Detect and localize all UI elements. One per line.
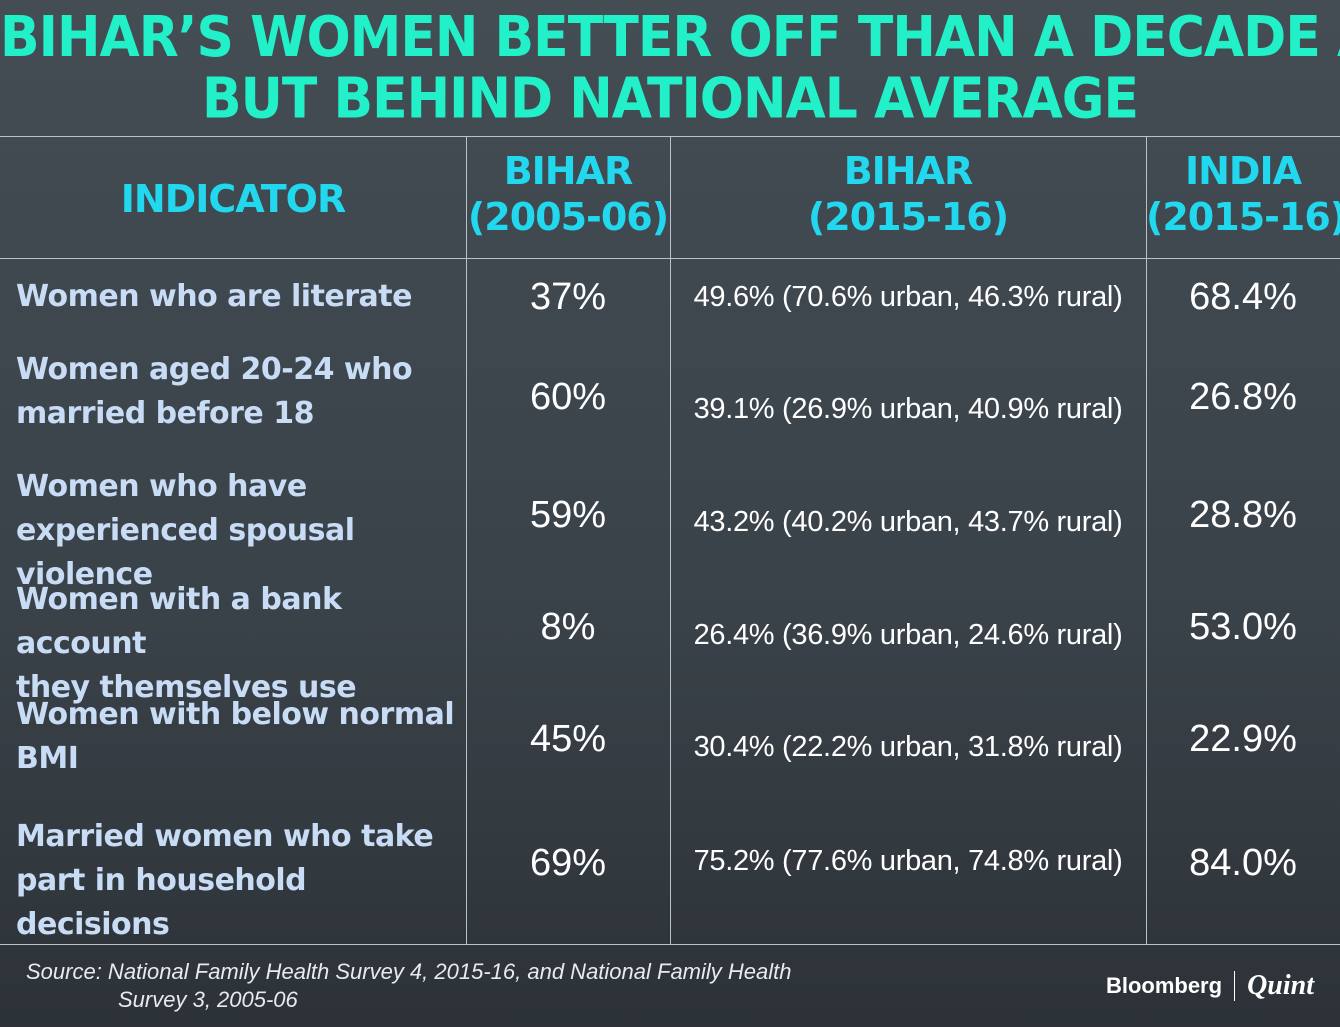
table-row-4-bihar-2005: 8% [540,606,596,648]
header-bihar-2005: BIHAR (2005-06) [466,148,670,240]
table-row-2-bihar-2015: 39.1% (26.9% urban, 40.9% rural) [693,393,1123,425]
table-row-5-bihar-2015: 30.4% (22.2% urban, 31.8% rural) [693,731,1123,763]
title-line-1: BIHAR’S WOMEN BETTER OFF THAN A DECADE A… [0,5,1340,71]
indicator-line: Women who have [16,469,307,504]
header-india-2015: INDIA (2015-16) [1146,148,1340,240]
title-line-2: BUT BEHIND NATIONAL AVERAGE [202,66,1139,132]
chart-title: BIHAR’S WOMEN BETTER OFF THAN A DECADE A… [0,7,1340,130]
header-bihar-2005-line2: (2005-06) [467,195,669,239]
indicator-line: Women with below normal [16,697,455,732]
header-bihar-2015: BIHAR (2015-16) [670,148,1146,240]
indicator-line: part in household decisions [16,863,307,942]
indicator-line: Married women who take [16,819,434,854]
table-row-4-india-2015: 53.0% [1189,606,1297,648]
table-row-5-bihar-2005: 45% [529,718,607,760]
table-row-3-bihar-2005: 59% [529,494,607,536]
table-row-4-bihar-2015: 26.4% (36.9% urban, 24.6% rural) [693,619,1123,651]
indicator-line: Women aged 20-24 who [16,352,413,387]
header-indicator-label: INDICATOR [120,177,346,221]
indicator-line: they themselves use [16,670,357,705]
table-row-4-indicator: Women with a bank account they themselve… [16,578,466,710]
indicator-line: Women who are literate [16,279,412,314]
table-row-1-bihar-2005: 37% [529,276,607,318]
table-row-1-bihar-2015: 49.6% (70.6% urban, 46.3% rural) [693,281,1123,313]
brand-name-bloomberg: Bloomberg [1105,973,1223,998]
header-bihar-2005-line1: BIHAR [503,149,634,193]
table-row-2-india-2015: 26.8% [1189,376,1297,418]
indicator-line: married before 18 [16,396,314,431]
column-divider-3 [1146,136,1147,944]
table-row-1-india-2015: 68.4% [1189,276,1297,318]
indicator-line: experienced spousal violence [16,513,355,592]
table-row-3-bihar-2015: 43.2% (40.2% urban, 43.7% rural) [693,506,1123,538]
header-indicator: INDICATOR [0,176,466,222]
table-row-1-indicator: Women who are literate [16,275,466,319]
header-india-2015-line1: INDIA [1184,149,1302,193]
source-note: Source: National Family Health Survey 4,… [26,958,792,1014]
header-bihar-2015-line1: BIHAR [843,149,974,193]
source-line-2: Survey 3, 2005-06 [118,987,298,1012]
table-row-6-india-2015: 84.0% [1189,842,1297,884]
brand-name-quint: Quint [1247,970,1314,1001]
header-india-2015-line2: (2015-16) [1146,195,1340,239]
table-row-6-bihar-2015: 75.2% (77.6% urban, 74.8% rural) [693,845,1123,877]
table-row-5-india-2015: 22.9% [1189,718,1297,760]
source-line-1: Source: National Family Health Survey 4,… [26,959,792,984]
table-row-6-bihar-2005: 69% [529,842,607,884]
table-row-2-indicator: Women aged 20-24 who married before 18 [16,348,466,436]
indicator-line: BMI [16,741,79,776]
table-row-3-indicator: Women who have experienced spousal viole… [16,465,466,597]
header-bihar-2015-line2: (2015-16) [807,195,1009,239]
column-divider-2 [670,136,671,944]
table-row-6-indicator: Married women who take part in household… [16,815,466,947]
column-divider-1 [466,136,467,944]
table-row-5-indicator: Women with below normal BMI [16,693,466,781]
indicator-line: Women with a bank account [16,582,342,661]
table-row-3-india-2015: 28.8% [1189,494,1297,536]
brand-separator [1234,971,1236,1001]
brand-logo: Bloomberg Quint [1106,970,1314,1002]
table-bottom-border [0,944,1340,945]
table-row-2-bihar-2005: 60% [529,376,607,418]
